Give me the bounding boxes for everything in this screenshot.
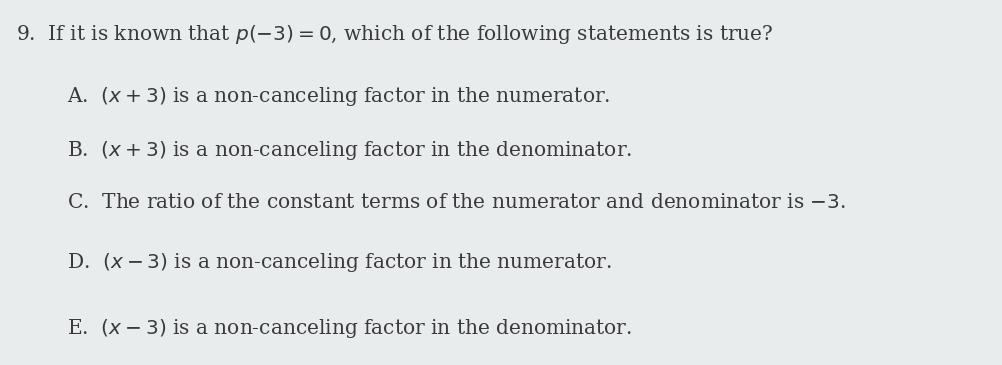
- Text: C.  The ratio of the constant terms of the numerator and denominator is $-3$.: C. The ratio of the constant terms of th…: [67, 193, 846, 212]
- Text: A.  $(x + 3)$ is a non-canceling factor in the numerator.: A. $(x + 3)$ is a non-canceling factor i…: [67, 85, 610, 108]
- Text: E.  $(x - 3)$ is a non-canceling factor in the denominator.: E. $(x - 3)$ is a non-canceling factor i…: [67, 316, 632, 339]
- Text: 9.  If it is known that $p(-3) = 0$, which of the following statements is true?: 9. If it is known that $p(-3) = 0$, whic…: [16, 23, 773, 46]
- Text: D.  $(x - 3)$ is a non-canceling factor in the numerator.: D. $(x - 3)$ is a non-canceling factor i…: [67, 251, 611, 274]
- Text: B.  $(x + 3)$ is a non-canceling factor in the denominator.: B. $(x + 3)$ is a non-canceling factor i…: [67, 139, 632, 162]
